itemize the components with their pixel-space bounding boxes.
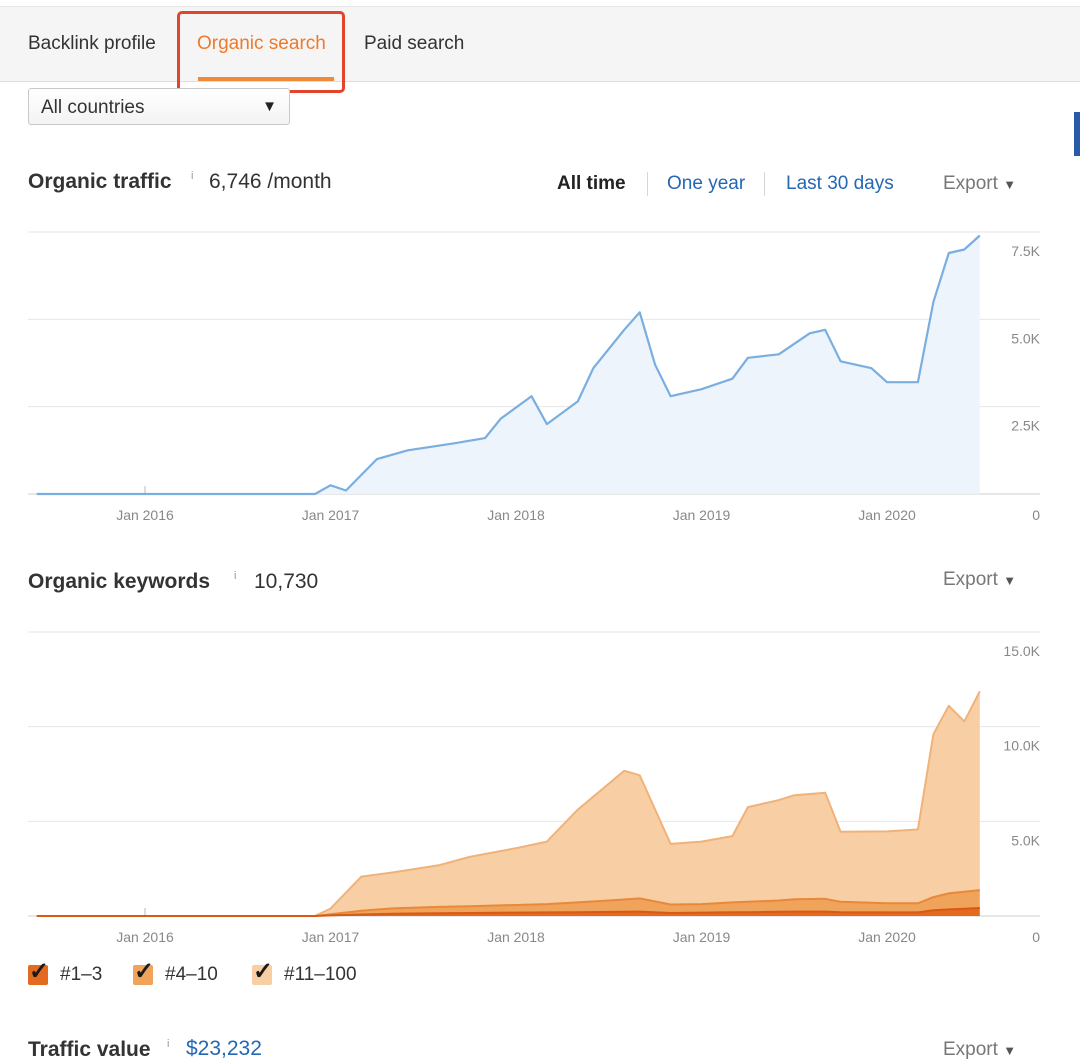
- y-tick-label: 5.0K: [1011, 330, 1040, 346]
- range-divider: [764, 172, 765, 196]
- x-tick-label: Jan 2017: [302, 929, 360, 945]
- x-tick-label: Jan 2018: [487, 929, 545, 945]
- organic-keywords-value: 10,730: [254, 570, 319, 593]
- highlight-box: [177, 11, 345, 93]
- tab-bar: Backlink profile Organic search Paid sea…: [0, 7, 1080, 82]
- legend-label: #4–10: [165, 964, 218, 985]
- info-icon[interactable]: i: [191, 170, 194, 182]
- keywords-area-11-100: [36, 691, 980, 916]
- keywords-area-4-10: [36, 890, 980, 916]
- export-label: Export: [943, 569, 998, 590]
- top-border: [0, 0, 1080, 7]
- traffic-value-title: Traffic value: [28, 1038, 151, 1061]
- y-tick-label: 10.0K: [1003, 738, 1040, 754]
- organic-keywords-title: Organic keywords: [28, 570, 211, 593]
- organic-keywords-chart: 15.0K 10.0K 5.0K 0 Jan 2016 Jan 2017 Jan 2018 J…: [28, 631, 1041, 945]
- range-last-30-days[interactable]: Last 30 days: [786, 173, 894, 194]
- keywords-export-button[interactable]: Export ▼: [943, 569, 1016, 591]
- active-tab-indicator: [198, 77, 334, 81]
- keywords-area-top3: [36, 908, 980, 916]
- export-caret-icon: ▼: [1003, 1043, 1017, 1058]
- checkbox-checked-icon[interactable]: ✓: [28, 958, 50, 985]
- traffic-value-export-button[interactable]: Export ▼: [943, 1039, 1016, 1061]
- range-divider: [647, 172, 648, 196]
- export-label: Export: [943, 1039, 998, 1060]
- legend-item-11-100[interactable]: ✓ #11–100: [252, 958, 372, 988]
- legend-label: #1–3: [60, 964, 103, 985]
- traffic-export-button[interactable]: Export ▼: [943, 173, 1016, 195]
- y-tick-label: 0: [1032, 507, 1040, 523]
- keywords-line: [36, 907, 980, 917]
- scrollbar-marker[interactable]: [1074, 112, 1080, 156]
- y-tick-label: 0: [1032, 929, 1040, 945]
- y-tick-label: 7.5K: [1011, 243, 1040, 259]
- range-one-year[interactable]: One year: [667, 173, 746, 194]
- export-label: Export: [943, 173, 998, 194]
- x-tick-label: Jan 2019: [673, 929, 731, 945]
- checkbox-checked-icon[interactable]: ✓: [133, 958, 155, 985]
- tab-backlink-profile[interactable]: Backlink profile: [28, 33, 156, 54]
- x-tick-label: Jan 2020: [858, 507, 916, 523]
- info-icon[interactable]: i: [167, 1038, 170, 1050]
- export-caret-icon: ▼: [1003, 573, 1017, 588]
- traffic-value-amount[interactable]: $23,232: [186, 1037, 262, 1060]
- legend-label: #11–100: [284, 964, 357, 985]
- keywords-line: [36, 889, 980, 917]
- info-icon[interactable]: i: [234, 570, 237, 582]
- y-tick-label: 15.0K: [1003, 643, 1040, 659]
- x-tick-label: Jan 2016: [116, 929, 174, 945]
- x-tick-label: Jan 2016: [116, 507, 174, 523]
- country-select[interactable]: All countries ▼: [28, 88, 290, 125]
- x-tick-label: Jan 2017: [302, 507, 360, 523]
- country-select-value: All countries: [41, 97, 145, 118]
- x-tick-label: Jan 2019: [673, 507, 731, 523]
- organic-traffic-value: 6,746 /month: [209, 170, 332, 193]
- organic-traffic-chart: 7.5K 5.0K 2.5K 0 Jan 2016 Jan 2017 Jan 2018 Jan…: [28, 231, 1041, 523]
- keywords-line: [36, 690, 981, 917]
- dropdown-caret-icon: ▼: [262, 98, 277, 115]
- y-tick-label: 2.5K: [1011, 418, 1040, 434]
- legend-item-4-10[interactable]: ✓ #4–10: [133, 958, 233, 988]
- tab-paid-search[interactable]: Paid search: [364, 33, 465, 54]
- traffic-line: [36, 234, 981, 496]
- traffic-area: [36, 235, 980, 494]
- x-tick-label: Jan 2018: [487, 507, 545, 523]
- x-tick-label: Jan 2020: [858, 929, 916, 945]
- tab-organic-search[interactable]: Organic search: [197, 33, 326, 54]
- legend-item-top3[interactable]: ✓ #1–3: [28, 958, 118, 988]
- y-tick-label: 5.0K: [1011, 832, 1040, 848]
- organic-traffic-title: Organic traffic: [28, 170, 172, 193]
- checkbox-checked-icon[interactable]: ✓: [252, 958, 274, 985]
- export-caret-icon: ▼: [1003, 177, 1017, 192]
- range-all-time[interactable]: All time: [557, 173, 626, 194]
